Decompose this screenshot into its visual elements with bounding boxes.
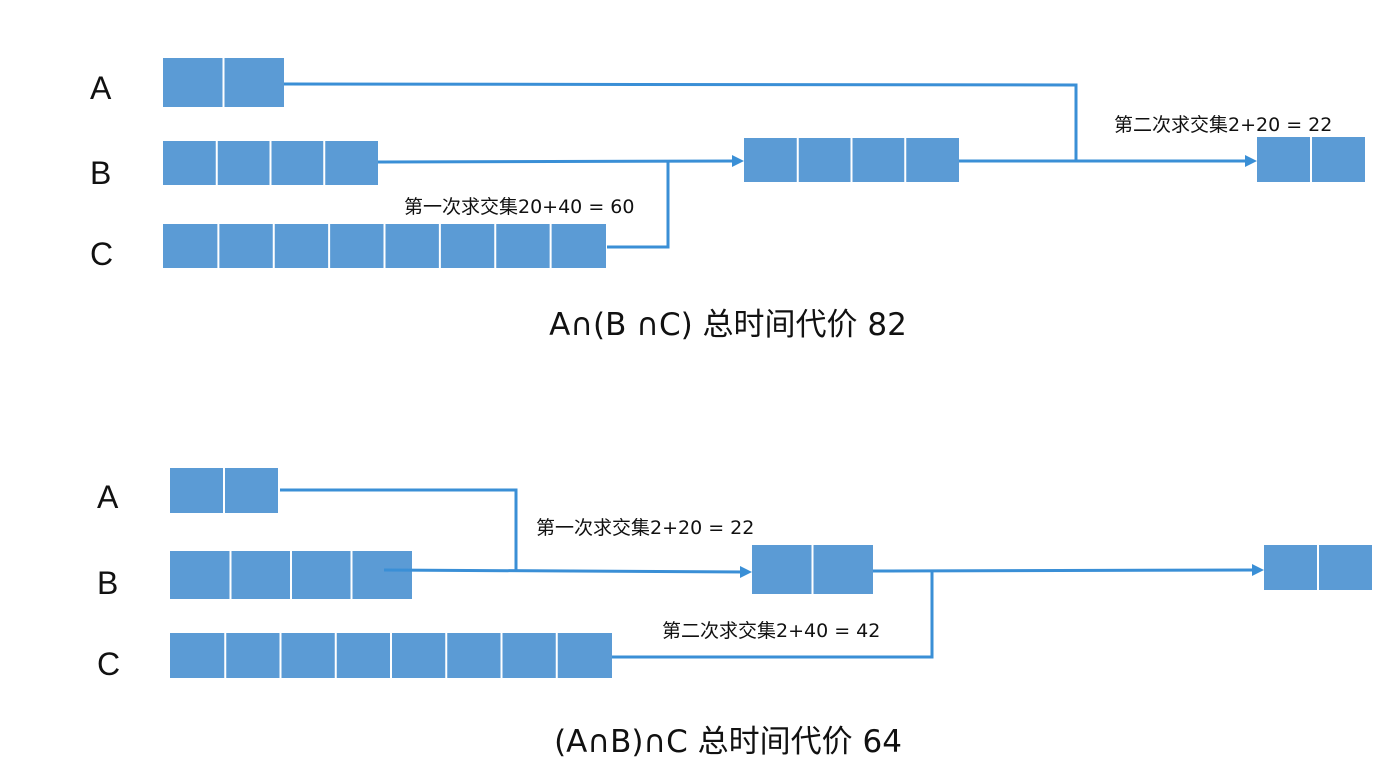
intersection-bc-blocks xyxy=(744,138,959,182)
row-label-a: A xyxy=(97,479,119,515)
row-label-c: C xyxy=(90,236,113,272)
connector-c-to-result xyxy=(612,571,934,659)
arrow-to-result-icon xyxy=(1252,564,1264,576)
diagram-2-caption: (A∩B)∩C 总时间代价 64 xyxy=(554,724,902,760)
step-1-label: 第一次求交集20+40 = 60 xyxy=(404,196,634,218)
row-label-b: B xyxy=(90,155,111,191)
arrow-to-ab-icon xyxy=(740,566,752,578)
row-label-b: B xyxy=(97,565,118,601)
list-c-blocks xyxy=(170,633,612,678)
result-blocks xyxy=(1257,137,1365,182)
connector-a-to-result xyxy=(283,82,1078,161)
arrow-to-result-icon xyxy=(1245,155,1257,167)
arrow-to-bc-icon xyxy=(732,155,744,167)
diagram-2: A B C 第一次求交集2+20 = 22 第二次求交集2+40 = 42 (A… xyxy=(97,468,1372,760)
list-a-blocks xyxy=(170,468,278,513)
row-label-c: C xyxy=(97,646,120,682)
diagram-1: A B C 第一次求交集20+40 = 60 第二次求交集2+20 = 22 A… xyxy=(90,58,1365,343)
result-blocks xyxy=(1264,545,1372,590)
step-2-label: 第二次求交集2+20 = 22 xyxy=(1114,114,1332,136)
connector-b-to-ab xyxy=(383,568,747,574)
diagram-1-caption: A∩(B ∩C) 总时间代价 82 xyxy=(549,307,907,343)
step-2-label: 第二次求交集2+40 = 42 xyxy=(662,620,880,642)
list-c-blocks xyxy=(163,224,606,268)
step-1-label: 第一次求交集2+20 = 22 xyxy=(536,517,754,539)
connector-ab-to-result xyxy=(872,568,1259,573)
connector-a-to-ab xyxy=(280,488,518,571)
row-label-a: A xyxy=(90,70,112,106)
list-b-blocks xyxy=(170,551,412,599)
connector-c-to-bc xyxy=(607,162,670,249)
list-a-blocks xyxy=(163,58,284,107)
list-b-blocks xyxy=(163,141,378,185)
connector-b-to-bc xyxy=(377,159,739,164)
intersection-ab-blocks xyxy=(752,545,873,594)
